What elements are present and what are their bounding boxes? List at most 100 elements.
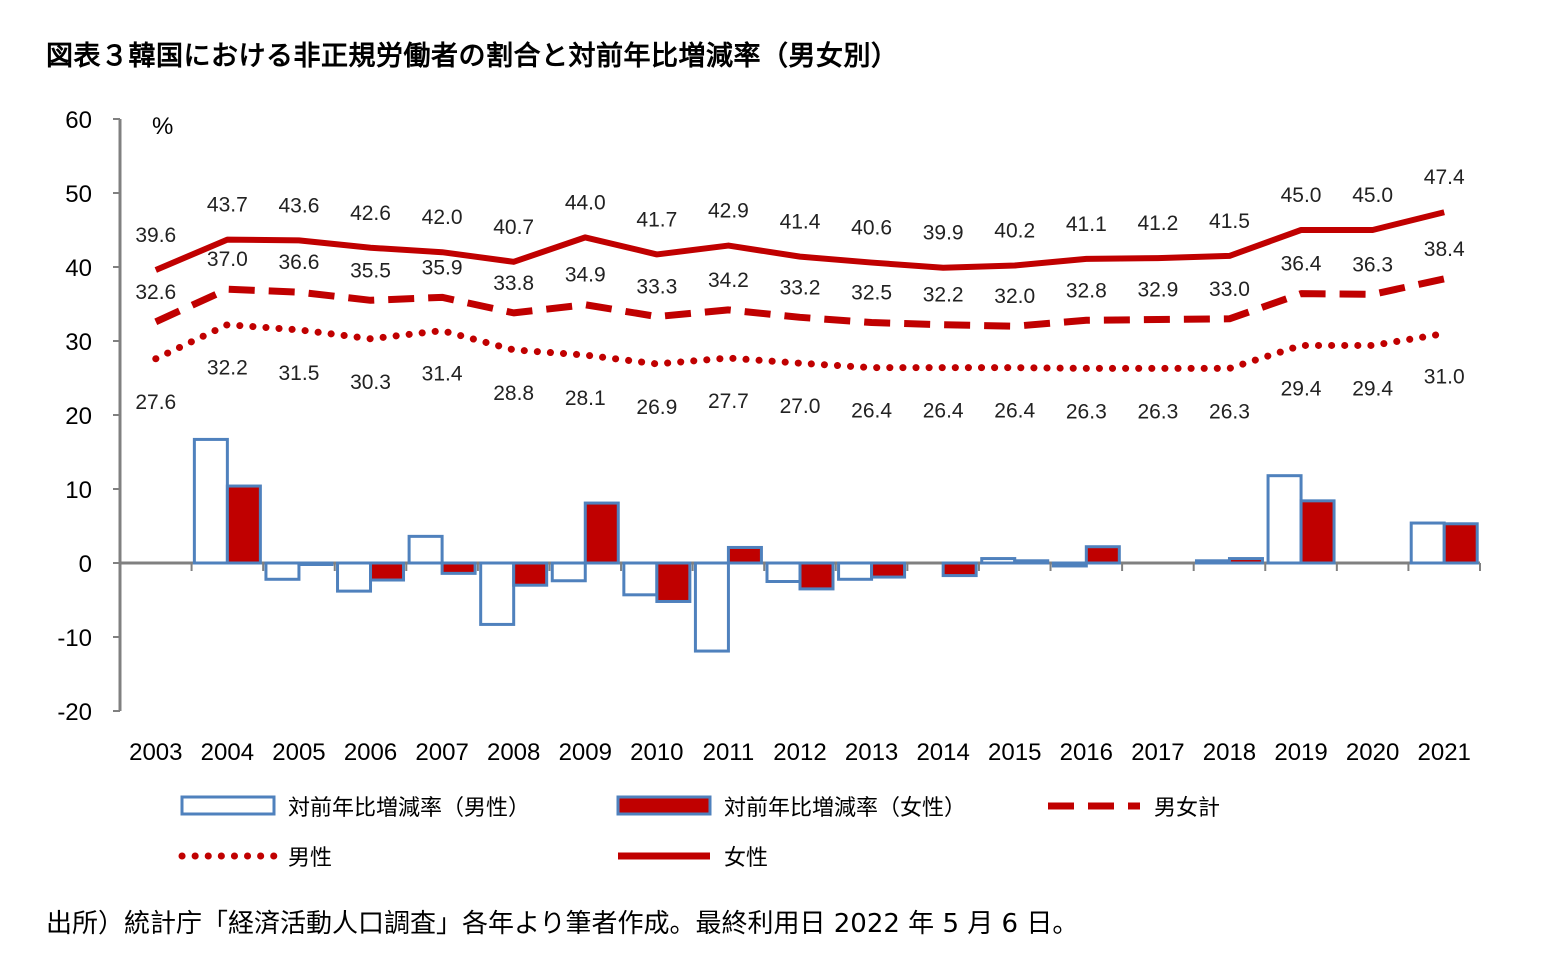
bar-female-change	[726, 545, 763, 565]
data-label: 35.5	[350, 259, 391, 282]
bar-male-change	[1051, 561, 1088, 568]
x-tick-label: 2012	[773, 739, 826, 766]
data-label: 41.1	[1066, 213, 1107, 236]
legend-item: 対前年比増減率（女性）	[616, 795, 966, 821]
x-tick-label: 2003	[129, 739, 182, 766]
bar-male-change	[980, 557, 1017, 565]
x-tick-label: 2004	[201, 739, 254, 766]
bar-female-change	[655, 561, 692, 603]
bar-female-change	[1299, 499, 1336, 565]
data-label: 32.0	[994, 285, 1035, 308]
y-tick-label: 40	[65, 255, 92, 282]
bar-male-change	[693, 561, 730, 653]
data-label: 26.9	[636, 396, 677, 419]
bar-female-change	[1084, 545, 1121, 565]
x-tick-label: 2008	[487, 739, 540, 766]
data-label: 37.0	[207, 248, 248, 271]
bar-male-change	[336, 561, 373, 593]
x-tick-label: 2015	[988, 739, 1041, 766]
data-label: 39.6	[135, 224, 176, 247]
x-tick-label: 2018	[1203, 739, 1256, 766]
x-tick-label: 2009	[559, 739, 612, 766]
data-label: 45.0	[1281, 184, 1322, 207]
data-label: 28.8	[493, 382, 534, 405]
bar-female-change	[1442, 522, 1479, 565]
data-label: 31.4	[422, 363, 463, 386]
source-note: 出所）統計庁「経済活動人口調査」各年より筆者作成。最終利用日 2022 年 5 …	[46, 909, 1079, 939]
x-tick-label: 2005	[272, 739, 325, 766]
data-label: 26.4	[994, 400, 1035, 423]
data-label: 42.9	[708, 200, 749, 223]
legend-label: 対前年比増減率（女性）	[724, 796, 966, 821]
data-label: 41.4	[780, 211, 821, 234]
data-label: 29.4	[1352, 377, 1393, 400]
y-tick-label: 20	[65, 403, 92, 430]
bar-male-change	[622, 561, 659, 597]
legend-item: 男女計	[1048, 796, 1220, 821]
legend-swatch	[616, 795, 712, 816]
line-女性	[154, 209, 1445, 273]
data-label: 32.6	[135, 281, 176, 304]
data-label: 26.3	[1066, 400, 1107, 423]
legend-swatch	[180, 795, 276, 816]
bar-male-change	[1266, 474, 1303, 565]
data-label: 40.6	[851, 217, 892, 240]
data-label: 33.8	[493, 272, 534, 295]
legend-item: 女性	[618, 846, 768, 871]
x-tick-label: 2007	[415, 739, 468, 766]
data-label: 47.4	[1424, 166, 1465, 189]
data-label: 33.3	[636, 276, 677, 299]
bar-male-change	[192, 437, 229, 565]
data-label: 27.0	[780, 395, 821, 418]
x-tick-label: 2010	[630, 739, 683, 766]
x-tick-label: 2011	[703, 739, 755, 766]
data-label: 42.6	[350, 202, 391, 225]
data-label: 40.7	[493, 216, 534, 239]
data-label: 26.4	[851, 400, 892, 423]
bar-female-change	[1013, 559, 1050, 565]
line-男女計	[154, 275, 1445, 330]
legend-label: 男女計	[1154, 796, 1220, 821]
data-label: 32.9	[1137, 279, 1178, 302]
data-label: 31.0	[1424, 366, 1465, 389]
data-label: 42.0	[422, 206, 463, 229]
data-label: 34.9	[565, 264, 606, 287]
data-label: 44.0	[565, 191, 606, 214]
chart-title: 図表３韓国における非正規労働者の割合と対前年比増減率（男女別）	[46, 41, 899, 72]
bar-female-change	[512, 561, 549, 587]
x-tick-label: 2021	[1418, 739, 1471, 766]
data-label: 35.9	[422, 256, 463, 279]
bar-female-change	[941, 561, 978, 578]
data-label: 28.1	[565, 387, 606, 410]
data-label: 27.6	[135, 391, 176, 414]
data-label: 29.4	[1281, 377, 1322, 400]
bar-female-change	[1227, 557, 1264, 565]
x-tick-label: 2014	[916, 739, 969, 766]
unit-label: %	[152, 113, 173, 140]
data-label: 38.4	[1424, 238, 1465, 261]
y-tick-label: -20	[57, 699, 92, 726]
data-label: 30.3	[350, 371, 391, 394]
line-男性	[152, 321, 1448, 372]
data-label: 40.2	[994, 220, 1035, 243]
x-tick-label: 2020	[1346, 739, 1399, 766]
data-label: 45.0	[1352, 184, 1393, 207]
legend-item: 対前年比増減率（男性）	[180, 795, 530, 821]
bar-female-change	[225, 484, 262, 565]
data-label: 43.7	[207, 194, 248, 217]
data-label: 26.4	[923, 400, 964, 423]
legend-item: 男性	[178, 846, 332, 871]
data-label: 32.2	[207, 357, 248, 380]
bar-female-change	[798, 561, 835, 591]
x-tick-label: 2019	[1274, 739, 1327, 766]
y-tick-label: 50	[65, 181, 92, 208]
data-label: 36.4	[1281, 253, 1322, 276]
x-tick-label: 2016	[1060, 739, 1113, 766]
bar-female-change	[440, 561, 477, 575]
data-label: 41.5	[1209, 210, 1250, 233]
data-label: 41.7	[636, 208, 677, 231]
data-label: 43.6	[279, 194, 320, 217]
